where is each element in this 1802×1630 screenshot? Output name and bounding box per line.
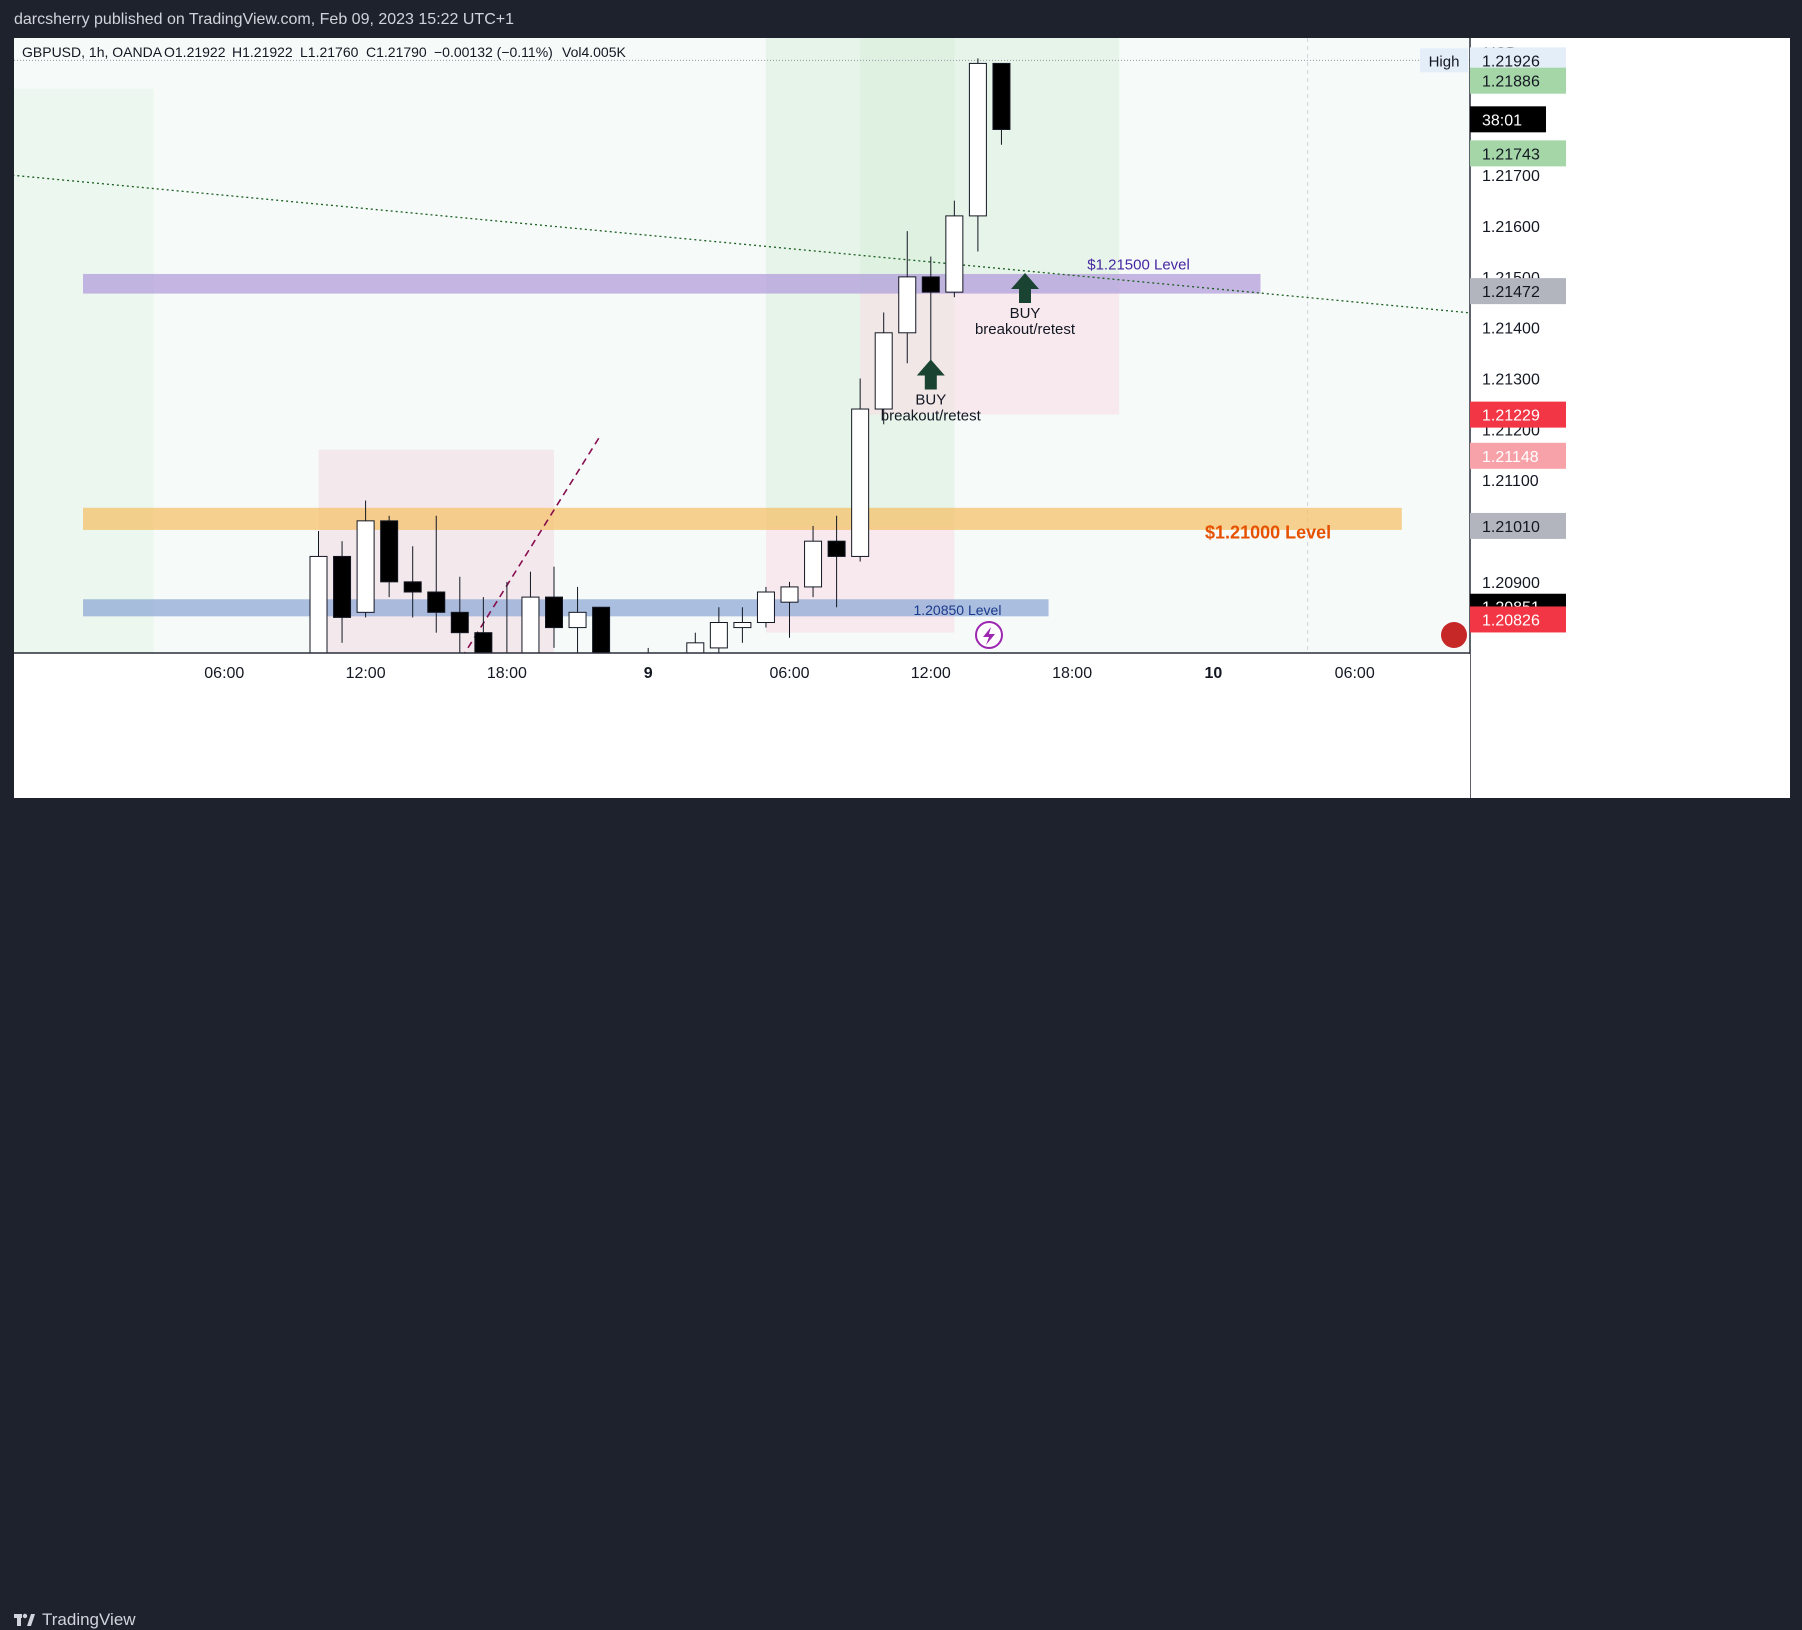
candle-body-21	[851, 408, 870, 557]
time-axis-bg	[14, 654, 1470, 798]
price-label-bg-4	[1470, 278, 1566, 305]
price-label-bg-2	[1470, 106, 1546, 133]
y-tick-label-8: 1.20900	[1482, 575, 1540, 592]
candle-body-6	[450, 611, 469, 634]
flash-bolt-icon	[983, 627, 995, 645]
time-axis: 06:00 12:00 18:00 9 06:00 12:00 18:00 10 06:00	[14, 652, 1470, 798]
price-label-1: 1.21886	[1482, 74, 1540, 91]
candle-body-16	[733, 622, 752, 629]
candle-body-25	[945, 215, 964, 293]
x-tick-label-2: 18:00	[487, 665, 527, 682]
candle-body-20	[827, 540, 846, 557]
buy-label-0: BUY	[915, 391, 946, 408]
candle-body-0	[309, 555, 328, 653]
blue-level-label: 1.20850 Level	[913, 602, 1001, 618]
price-label-bg-3	[1470, 140, 1566, 167]
price-axis: USD1.217001.216001.215001.214001.213001.…	[1420, 38, 1566, 798]
candle-body-14	[686, 642, 705, 653]
candle-body-17	[756, 591, 775, 624]
x-tick-label-4: 06:00	[769, 665, 809, 682]
chart-svg[interactable]: $1.21500 Level $1.21000 Level 1.20850 Leve…	[14, 38, 1790, 798]
orange-level-label: $1.21000 Level	[1205, 523, 1331, 543]
candle-body-23	[898, 276, 917, 334]
price-label-bg-6	[1470, 442, 1566, 469]
purple-level-label: $1.21500 Level	[1087, 256, 1190, 273]
high-tag-label: High	[1429, 53, 1460, 70]
candle-body-7	[474, 632, 493, 653]
candle-body-26	[968, 62, 987, 217]
price-label-bg-5	[1470, 401, 1566, 428]
trend-line	[14, 174, 1470, 314]
candle-body-12	[592, 606, 611, 653]
price-label-5: 1.21229	[1482, 408, 1540, 425]
legend-item-0: GBPUSD, 1h, OANDA	[22, 44, 163, 60]
candle-body-9	[521, 596, 540, 653]
x-tick-label-3: 9	[644, 665, 653, 682]
y-tick-label-3: 1.21400	[1482, 321, 1540, 338]
left-shaded-zone-0	[14, 88, 154, 653]
x-tick-label-1: 12:00	[346, 665, 386, 682]
candle-body-1	[333, 555, 352, 618]
x-tick-label-5: 12:00	[911, 665, 951, 682]
tradingview-logo-icon	[14, 1613, 35, 1626]
brand-name: TradingView	[42, 1610, 136, 1629]
buy-arrow-icon-1	[1011, 273, 1039, 304]
legend-item-6: Vol4.005K	[562, 44, 626, 60]
candle-body-27	[992, 62, 1011, 130]
legend-item-2: H1.21922	[232, 44, 293, 60]
price-label-bg-9	[1470, 606, 1566, 633]
bottom-bar: TradingView	[0, 800, 1802, 1629]
legend-item-4: C1.21790	[366, 44, 427, 60]
candle-body-19	[804, 540, 823, 588]
y-tick-label-4: 1.21300	[1482, 372, 1540, 389]
tradingview-logo[interactable]: TradingView	[14, 1610, 136, 1630]
price-label-7: 1.21010	[1482, 519, 1540, 536]
buy-sublabel-1: breakout/retest	[975, 321, 1076, 338]
price-label-2: 38:01	[1482, 112, 1522, 129]
buy-arrow-icon-0	[916, 359, 945, 390]
high-tag-bg	[1420, 48, 1468, 73]
legend-item-5: −0.00132 (−0.11%)	[434, 44, 553, 60]
us-flag-icon	[1657, 622, 1683, 648]
candle-body-2	[356, 520, 375, 613]
blue-level-zone	[83, 599, 1049, 617]
candle-body-11	[568, 611, 587, 629]
plot-area: $1.21500 Level $1.21000 Level 1.20850 Leve…	[14, 38, 1683, 653]
y-tick-label-6: 1.21100	[1482, 473, 1539, 490]
price-label-9: 1.20826	[1482, 612, 1540, 629]
x-tick-label-0: 06:00	[204, 665, 244, 682]
purple-level-zone	[83, 273, 1261, 294]
price-label-bg-7	[1470, 512, 1566, 539]
price-label-4: 1.21472	[1482, 284, 1540, 301]
price-label-bg-1	[1470, 67, 1566, 94]
uk-flag-icon	[1441, 622, 1467, 648]
price-label-3: 1.21743	[1482, 146, 1540, 163]
orange-level-zone	[83, 507, 1402, 530]
chart-panel[interactable]: $1.21500 Level $1.21000 Level 1.20850 Leve…	[14, 38, 1790, 798]
x-tick-label-7: 10	[1205, 665, 1223, 682]
candle-body-4	[403, 581, 422, 593]
price-label-0: 1.21926	[1482, 53, 1540, 70]
buy-sublabel-0: breakout/retest	[881, 407, 982, 424]
position-target-zone-1	[860, 38, 1120, 293]
plot-background	[14, 38, 1470, 653]
candle-body-10	[545, 596, 563, 629]
candle-body-5	[427, 591, 446, 613]
legend-item-1: O1.21922	[164, 44, 226, 60]
buy-label-1: BUY	[1010, 305, 1041, 322]
x-tick-label-8: 06:00	[1335, 665, 1375, 682]
candle-body-22	[874, 332, 893, 410]
legend-item-3: L1.21760	[300, 44, 359, 60]
price-label-6: 1.21148	[1482, 449, 1539, 466]
candle-body-18	[780, 586, 799, 603]
x-tick-label-6: 18:00	[1052, 665, 1092, 682]
candle-body-3	[380, 520, 399, 583]
y-tick-label-1: 1.21600	[1482, 219, 1540, 236]
candle-body-24	[921, 276, 940, 293]
candle-body-15	[709, 622, 728, 649]
y-tick-label-0: 1.21700	[1482, 168, 1540, 185]
publish-header: darcsherry published on TradingView.com,…	[14, 11, 514, 28]
